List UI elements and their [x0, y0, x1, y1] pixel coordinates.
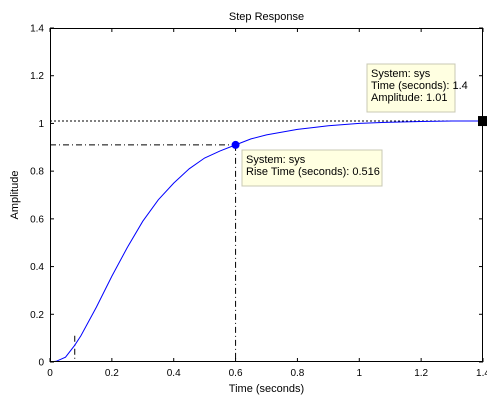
- datatip-markers: [231, 116, 487, 149]
- datatip-line: Rise Time (seconds): 0.516: [246, 166, 380, 178]
- y-tick-label: 1: [38, 119, 44, 130]
- marker-lines: [50, 120, 483, 362]
- datatip-line: System: sys: [246, 154, 306, 166]
- y-tick-label: 0.2: [30, 310, 44, 321]
- step-response-line: [49, 120, 483, 363]
- y-tick-label: 1.2: [30, 71, 44, 82]
- y-tick-label: 0: [38, 358, 44, 369]
- datatip-line: System: sys: [371, 68, 431, 80]
- datatip-line: Time (seconds): 1.4: [371, 80, 468, 92]
- x-axis-label: Time (seconds): [229, 383, 304, 395]
- x-tick-label: 1.4: [476, 368, 487, 379]
- x-tick-label: 1: [357, 368, 363, 379]
- y-axis-label: Amplitude: [9, 171, 21, 220]
- x-tick-label: 0.8: [290, 368, 304, 379]
- datatip-line: Amplitude: 1.01: [371, 92, 447, 104]
- y-tick-label: 0.8: [30, 167, 44, 178]
- rise-time-marker: [231, 140, 240, 149]
- x-tick-label: 0.6: [229, 368, 243, 379]
- datatip-background: [366, 63, 456, 113]
- y-tick-label: 0.6: [30, 214, 44, 225]
- x-tick-label: 1.2: [414, 368, 428, 379]
- x-tick-label: 0.4: [167, 368, 181, 379]
- x-axis: 0 0.2 0.4 0.6 0.8 1 1.2 1.4: [47, 28, 487, 379]
- steady-state-marker: [478, 116, 487, 127]
- y-tick-label: 0.4: [30, 262, 44, 273]
- y-tick-label: 1.4: [30, 24, 44, 35]
- x-tick-label: 0: [47, 368, 53, 379]
- y-axis: 0 0.2 0.4 0.6 0.8 1 1.2 1.4: [30, 24, 483, 369]
- x-tick-label: 0.2: [105, 368, 119, 379]
- plot-frame: [50, 28, 483, 362]
- chart-title: Step Response: [229, 11, 304, 23]
- datatip-background: [241, 149, 383, 187]
